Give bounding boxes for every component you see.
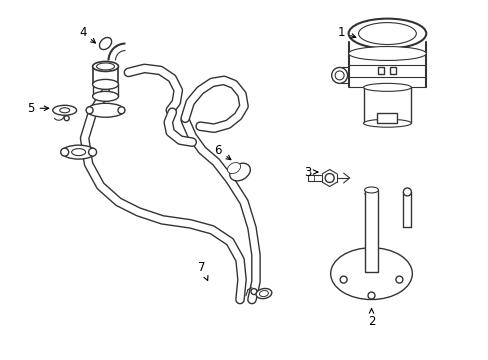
Ellipse shape <box>227 162 240 174</box>
Ellipse shape <box>229 163 250 181</box>
Text: 5: 5 <box>27 102 49 115</box>
Ellipse shape <box>86 103 124 117</box>
Bar <box>378 67 384 75</box>
Circle shape <box>118 107 125 114</box>
Circle shape <box>61 148 68 156</box>
Ellipse shape <box>330 248 411 300</box>
Ellipse shape <box>92 80 118 89</box>
Circle shape <box>88 148 96 156</box>
Ellipse shape <box>92 91 118 101</box>
Ellipse shape <box>92 62 118 71</box>
Circle shape <box>367 292 374 299</box>
Ellipse shape <box>348 19 426 49</box>
Text: 2: 2 <box>367 309 374 328</box>
Ellipse shape <box>99 37 111 50</box>
Circle shape <box>340 276 346 283</box>
Ellipse shape <box>363 119 410 127</box>
Ellipse shape <box>334 71 344 80</box>
Text: 1: 1 <box>337 26 355 39</box>
Ellipse shape <box>364 187 378 193</box>
Text: 3: 3 <box>304 166 317 179</box>
Circle shape <box>325 174 333 183</box>
Ellipse shape <box>363 84 410 91</box>
Circle shape <box>250 289 256 294</box>
Circle shape <box>64 116 69 121</box>
Ellipse shape <box>72 149 85 156</box>
Text: 6: 6 <box>214 144 230 159</box>
Ellipse shape <box>53 105 77 115</box>
Ellipse shape <box>331 67 347 84</box>
Bar <box>389 67 396 75</box>
Ellipse shape <box>256 288 271 299</box>
Circle shape <box>395 276 402 283</box>
Text: 7: 7 <box>198 261 207 280</box>
Circle shape <box>403 188 410 196</box>
Bar <box>377 113 397 123</box>
Circle shape <box>86 107 93 114</box>
Bar <box>364 190 378 272</box>
Ellipse shape <box>348 46 426 60</box>
Text: 4: 4 <box>79 26 95 43</box>
Ellipse shape <box>61 145 95 159</box>
